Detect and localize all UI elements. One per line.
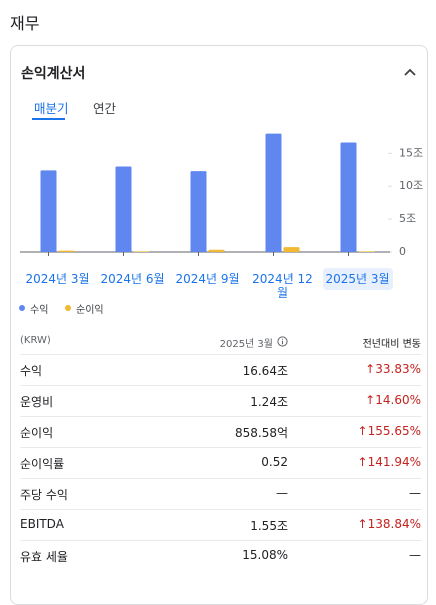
row-divider — [20, 447, 421, 448]
row-label: 운영비 — [20, 395, 54, 409]
bar — [40, 170, 57, 252]
row-label: 유효 세율 — [20, 550, 68, 564]
up-arrow: ↑ — [357, 517, 368, 531]
bar — [133, 251, 150, 252]
row-value: 858.58억 — [234, 426, 288, 440]
change-text: 141.94% — [367, 455, 421, 469]
bar — [265, 133, 282, 252]
bar — [58, 250, 75, 252]
up-arrow: ↑ — [357, 455, 368, 469]
row-divider — [20, 416, 421, 417]
row-divider — [20, 354, 421, 355]
y-tick-label: 0 — [399, 245, 406, 258]
tab-annual[interactable]: 연간 — [93, 101, 117, 116]
change-text: 14.60% — [375, 393, 421, 407]
y-tick-label: 5조 — [399, 212, 416, 225]
change-text: 155.65% — [367, 424, 421, 438]
chart: 0 5조 10조 15조 — [20, 133, 423, 258]
bar — [283, 247, 300, 252]
row-value: 1.24조 — [250, 395, 288, 409]
row-divider — [20, 385, 421, 386]
card-title: 손익계산서 — [21, 66, 86, 82]
row-divider — [20, 509, 421, 510]
period-button[interactable]: 2024년 12월 — [252, 272, 313, 300]
row-label: EBITDA — [20, 517, 64, 531]
bar — [340, 142, 357, 252]
row-value: — — [276, 486, 288, 500]
legend-label: 순이익 — [76, 305, 104, 316]
bar — [190, 171, 207, 252]
row-value: 15.08% — [242, 548, 288, 562]
bar — [208, 249, 225, 252]
period-button[interactable]: 2024년 3월 — [25, 272, 90, 286]
period-button[interactable]: 2024년 6월 — [100, 272, 165, 286]
row-label: 수익 — [20, 364, 43, 378]
up-arrow: ↑ — [357, 424, 368, 438]
page: 재무 손익계산서 매분기 연간 0 5조 10조 15조 수익 순이익 (KRW) 2… — [10, 14, 428, 605]
row-value: 16.64조 — [242, 364, 288, 378]
row-divider — [20, 540, 421, 541]
row-value: 0.52 — [261, 455, 288, 469]
row-label: 순이익 — [20, 426, 54, 440]
row-value: 1.55조 — [250, 519, 288, 533]
legend-label: 수익 — [30, 305, 49, 316]
row-change: ↑155.65% — [358, 424, 421, 438]
tab-indicator — [32, 118, 65, 120]
legend-swatch — [65, 305, 71, 311]
row-change: ↑33.83% — [365, 362, 421, 376]
info-icon[interactable] — [277, 336, 288, 347]
tab-quarterly[interactable]: 매분기 — [34, 101, 69, 116]
row-label: 주당 수익 — [20, 488, 68, 502]
row-change: ↑138.84% — [358, 517, 421, 531]
header-cell: 전년대비 변동 — [362, 339, 421, 350]
row-change: ↑141.94% — [358, 455, 421, 469]
period-button[interactable]: 2024년 9월 — [175, 272, 240, 286]
collapse-button[interactable] — [403, 65, 417, 79]
y-tick-label: 15조 — [399, 146, 423, 159]
change-text: 138.84% — [367, 517, 421, 531]
legend-swatch — [19, 305, 25, 311]
row-divider — [20, 478, 421, 479]
row-label: 순이익률 — [20, 457, 65, 471]
header-cell: (KRW) — [20, 335, 51, 346]
up-arrow: ↑ — [365, 393, 376, 407]
up-arrow: ↑ — [365, 362, 376, 376]
y-tick-label: 10조 — [399, 179, 423, 192]
row-change: ↑14.60% — [365, 393, 421, 407]
header-cell: 2025년 3월 — [219, 339, 273, 350]
period-button[interactable]: 2025년 3월 — [322, 268, 393, 290]
bar — [358, 251, 375, 252]
change-text: — — [409, 548, 421, 562]
section-title: 재무 — [10, 14, 40, 33]
row-change: — — [409, 548, 421, 562]
change-text: — — [409, 486, 421, 500]
bar — [115, 166, 132, 252]
row-change: — — [409, 486, 421, 500]
change-text: 33.83% — [375, 362, 421, 376]
